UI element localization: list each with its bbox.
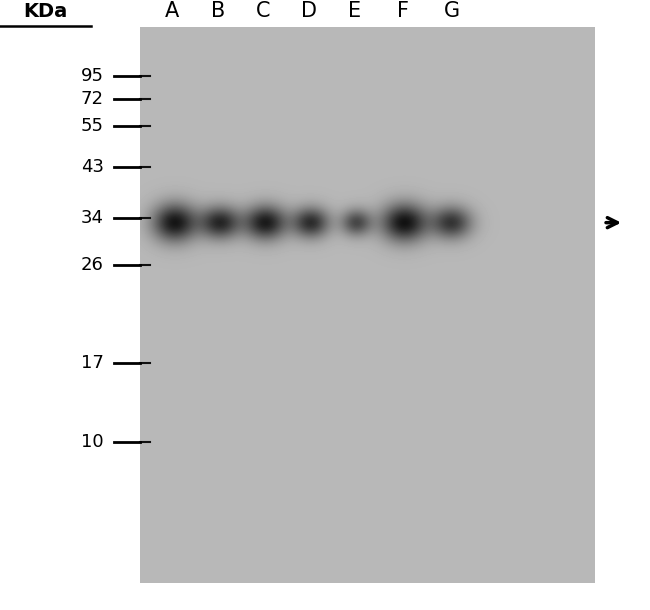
Text: C: C: [256, 1, 270, 21]
Text: E: E: [348, 1, 361, 21]
Text: B: B: [211, 1, 225, 21]
Bar: [140, 27, 595, 583]
Text: 95: 95: [81, 67, 104, 85]
Text: 17: 17: [81, 354, 104, 372]
Text: 55: 55: [81, 117, 104, 135]
Text: 26: 26: [81, 256, 104, 274]
Text: 72: 72: [81, 90, 104, 108]
Text: F: F: [397, 1, 409, 21]
Text: D: D: [301, 1, 317, 21]
Text: G: G: [444, 1, 460, 21]
Text: 43: 43: [81, 157, 104, 176]
Text: A: A: [165, 1, 179, 21]
Text: 34: 34: [81, 209, 104, 227]
Text: 10: 10: [81, 433, 104, 451]
Text: KDa: KDa: [23, 2, 68, 21]
